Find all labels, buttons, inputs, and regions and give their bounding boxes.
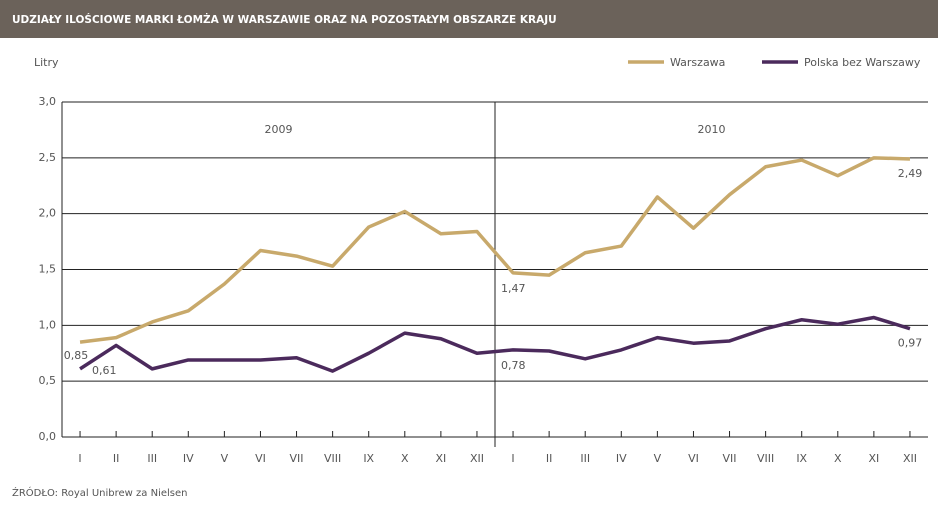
legend-label: Polska bez Warszawy	[804, 56, 921, 69]
x-tick-label: VI	[255, 452, 266, 465]
y-tick-label: 2,0	[39, 207, 57, 220]
x-tick-label: XII	[903, 452, 917, 465]
y-tick-label: 1,0	[39, 318, 57, 331]
x-tick-label: IX	[796, 452, 807, 465]
x-tick-label: III	[147, 452, 157, 465]
x-tick-label: XI	[868, 452, 879, 465]
x-tick-label: VI	[688, 452, 699, 465]
header-bar	[0, 0, 938, 38]
legend-label: Warszawa	[670, 56, 725, 69]
x-tick-label: X	[401, 452, 409, 465]
data-label: 0,61	[92, 364, 117, 377]
x-tick-label: II	[113, 452, 120, 465]
x-tick-label: VII	[723, 452, 737, 465]
x-tick-label: IV	[616, 452, 627, 465]
y-axis-label: Litry	[34, 56, 59, 69]
chart-title: UDZIAŁY ILOŚCIOWE MARKI ŁOMŻA W WARSZAWI…	[12, 12, 557, 26]
series-line	[79, 315, 911, 373]
x-tick-label: XII	[470, 452, 484, 465]
source: ŹRÓDŁO: Royal Unibrew za Nielsen	[12, 486, 187, 499]
data-label: 0,85	[64, 349, 89, 362]
data-label: 0,78	[501, 359, 525, 372]
x-tick-label: IX	[363, 452, 374, 465]
year-label: 2009	[265, 123, 293, 136]
data-label: 2,49	[898, 167, 923, 180]
year-label: 2010	[698, 123, 726, 136]
series-line	[79, 156, 911, 344]
x-tick-label: X	[834, 452, 842, 465]
data-label: 0,97	[898, 337, 923, 350]
x-tick-label: I	[78, 452, 81, 465]
y-tick-label: 2,5	[39, 151, 57, 164]
x-tick-label: V	[221, 452, 229, 465]
x-tick-label: VII	[290, 452, 304, 465]
x-tick-label: I	[511, 452, 514, 465]
x-tick-label: II	[546, 452, 553, 465]
y-tick-label: 0,0	[39, 430, 57, 443]
y-tick-label: 3,0	[39, 95, 57, 108]
data-label: 1,47	[501, 282, 525, 295]
y-tick-label: 0,5	[39, 374, 57, 387]
x-tick-label: IV	[183, 452, 194, 465]
x-tick-label: VIII	[324, 452, 341, 465]
x-tick-label: III	[580, 452, 590, 465]
x-tick-label: V	[654, 452, 662, 465]
y-tick-label: 1,5	[39, 263, 57, 276]
x-tick-label: VIII	[757, 452, 774, 465]
x-tick-label: XI	[435, 452, 446, 465]
